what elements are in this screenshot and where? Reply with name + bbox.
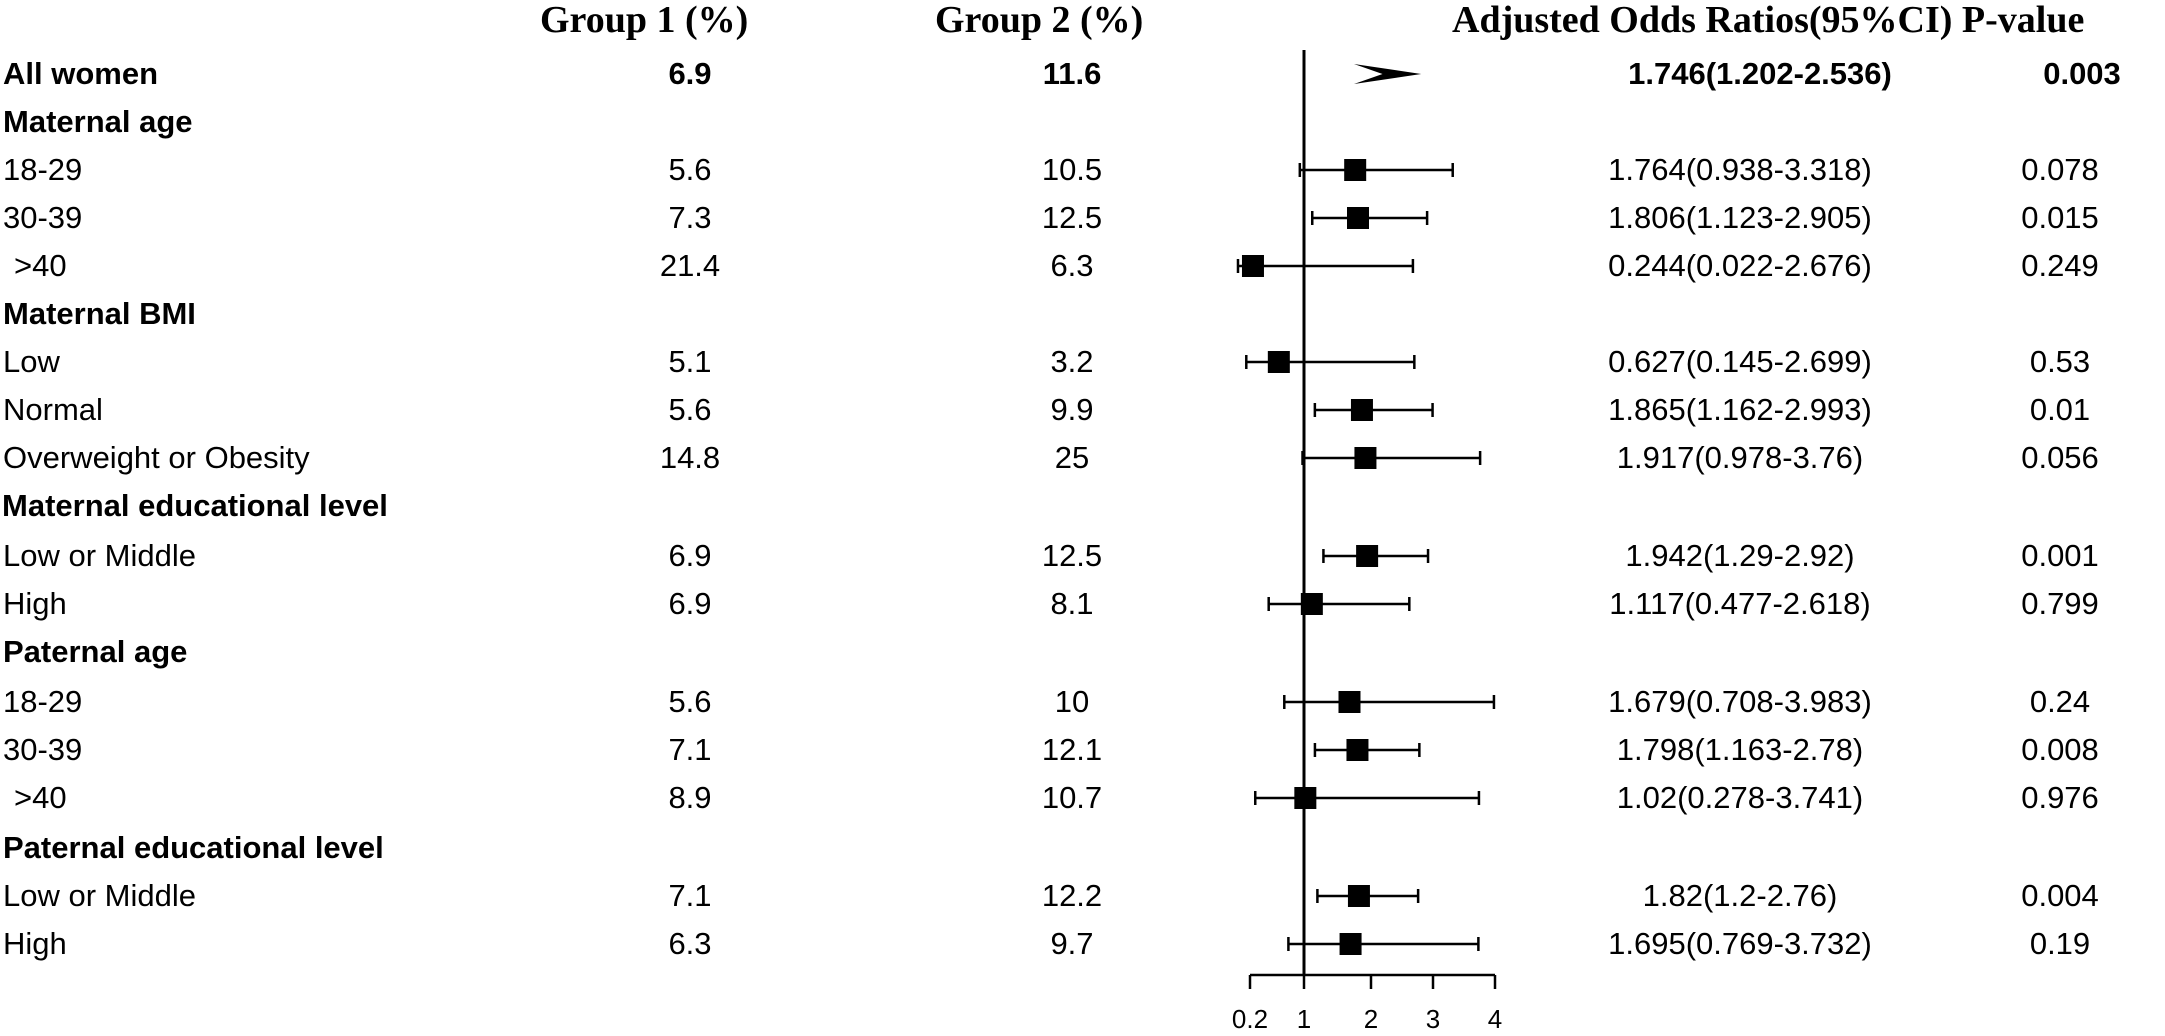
or-ci-value: 1.806(1.123-2.905)	[1608, 200, 1872, 235]
p-value: 0.799	[2021, 586, 2099, 621]
or-ci-value: 0.627(0.145-2.699)	[1608, 344, 1872, 379]
x-tick-label: 4	[1488, 1004, 1502, 1034]
or-ci-value: 1.764(0.938-3.318)	[1608, 152, 1872, 187]
header-or-pvalue: Adjusted Odds Ratios(95%CI) P-value	[1452, 0, 2085, 41]
estimate-square	[1300, 593, 1323, 615]
section-heading: Maternal age	[3, 104, 193, 139]
p-value: 0.008	[2021, 732, 2099, 767]
p-value: 0.53	[2029, 344, 2091, 379]
group1-value: 8.9	[668, 780, 712, 815]
overall-diamond	[1353, 64, 1422, 84]
group2-value: 8.1	[1050, 586, 1094, 621]
group1-value: 7.1	[668, 732, 712, 767]
p-value: 0.078	[2021, 152, 2099, 187]
estimate-square	[1347, 207, 1370, 229]
x-tick-label: 2	[1364, 1004, 1378, 1034]
group2-value: 11.6	[1042, 56, 1102, 91]
p-value: 0.01	[2029, 392, 2091, 427]
row-label: Low or Middle	[3, 878, 196, 913]
estimate-square	[1346, 739, 1369, 761]
or-ci-value: 1.82(1.2-2.76)	[1642, 878, 1838, 913]
group1-value: 5.6	[668, 392, 712, 427]
estimate-square	[1267, 351, 1290, 373]
or-ci-value: 1.02(0.278-3.741)	[1616, 780, 1864, 815]
or-ci-value: 1.942(1.29-2.92)	[1625, 538, 1855, 573]
p-value: 0.003	[2043, 56, 2121, 91]
or-ci-value: 1.865(1.162-2.993)	[1608, 392, 1872, 427]
row-label: 30-39	[3, 200, 83, 235]
group1-value: 6.3	[668, 926, 712, 961]
group2-value: 10.5	[1041, 152, 1103, 187]
or-ci-value: 1.746(1.202-2.536)	[1628, 56, 1892, 91]
estimate-square	[1338, 691, 1361, 713]
row-label: >40	[14, 248, 67, 283]
p-value: 0.001	[2021, 538, 2099, 573]
group1-value: 6.9	[668, 538, 712, 573]
p-value: 0.249	[2021, 248, 2099, 283]
estimate-square	[1294, 787, 1317, 809]
header-group1: Group 1 (%)	[540, 0, 749, 41]
x-tick-label: 0.2	[1232, 1004, 1268, 1034]
p-value: 0.24	[2029, 684, 2091, 719]
group1-value: 7.1	[668, 878, 712, 913]
x-tick-label: 3	[1426, 1004, 1440, 1034]
p-value: 0.19	[2029, 926, 2091, 961]
row-label: High	[3, 926, 67, 961]
or-ci-value: 1.695(0.769-3.732)	[1608, 926, 1872, 961]
row-label: Normal	[3, 392, 103, 427]
row-label: Low	[3, 344, 60, 379]
estimate-square	[1356, 545, 1379, 567]
group1-value: 6.9	[668, 586, 712, 621]
row-label: 18-29	[3, 152, 83, 187]
x-tick-label: 1	[1297, 1004, 1311, 1034]
p-value: 0.015	[2021, 200, 2099, 235]
group1-value: 5.1	[668, 344, 712, 379]
row-label: Overweight or Obesity	[3, 440, 310, 475]
group1-value: 5.6	[668, 684, 712, 719]
row-label: All women	[3, 56, 159, 91]
section-heading: Maternal BMI	[3, 296, 196, 331]
group2-value: 12.1	[1041, 732, 1103, 767]
group2-value: 10	[1054, 684, 1090, 719]
group2-value: 6.3	[1050, 248, 1094, 283]
p-value: 0.976	[2021, 780, 2099, 815]
or-ci-value: 1.798(1.163-2.78)	[1616, 732, 1864, 767]
group1-value: 6.9	[668, 56, 712, 91]
estimate-square	[1347, 885, 1370, 907]
group1-value: 5.6	[668, 152, 712, 187]
or-ci-value: 0.244(0.022-2.676)	[1608, 248, 1872, 283]
estimate-square	[1339, 933, 1362, 955]
header-group2: Group 2 (%)	[935, 0, 1144, 41]
group1-value: 7.3	[668, 200, 712, 235]
estimate-square	[1344, 159, 1367, 181]
row-label: 18-29	[3, 684, 83, 719]
group1-value: 21.4	[659, 248, 721, 283]
or-ci-value: 1.679(0.708-3.983)	[1608, 684, 1872, 719]
group1-value: 14.8	[659, 440, 721, 475]
row-label: 30-39	[3, 732, 83, 767]
group2-value: 9.7	[1050, 926, 1094, 961]
estimate-square	[1354, 447, 1377, 469]
estimate-square	[1350, 399, 1373, 421]
group2-value: 9.9	[1050, 392, 1094, 427]
p-value: 0.004	[2021, 878, 2099, 913]
group2-value: 12.2	[1041, 878, 1103, 913]
group2-value: 12.5	[1041, 538, 1103, 573]
section-heading: Maternal educational level	[2, 488, 388, 523]
group2-value: 10.7	[1041, 780, 1103, 815]
section-heading: Paternal educational level	[3, 830, 384, 865]
estimate-square	[1241, 255, 1264, 277]
group2-value: 3.2	[1050, 344, 1094, 379]
or-ci-value: 1.917(0.978-3.76)	[1616, 440, 1864, 475]
section-heading: Paternal age	[3, 634, 188, 669]
p-value: 0.056	[2021, 440, 2099, 475]
row-label: Low or Middle	[3, 538, 196, 573]
group2-value: 25	[1054, 440, 1090, 475]
group2-value: 12.5	[1041, 200, 1103, 235]
or-ci-value: 1.117(0.477-2.618)	[1609, 586, 1871, 621]
row-label: >40	[14, 780, 67, 815]
row-label: High	[3, 586, 67, 621]
